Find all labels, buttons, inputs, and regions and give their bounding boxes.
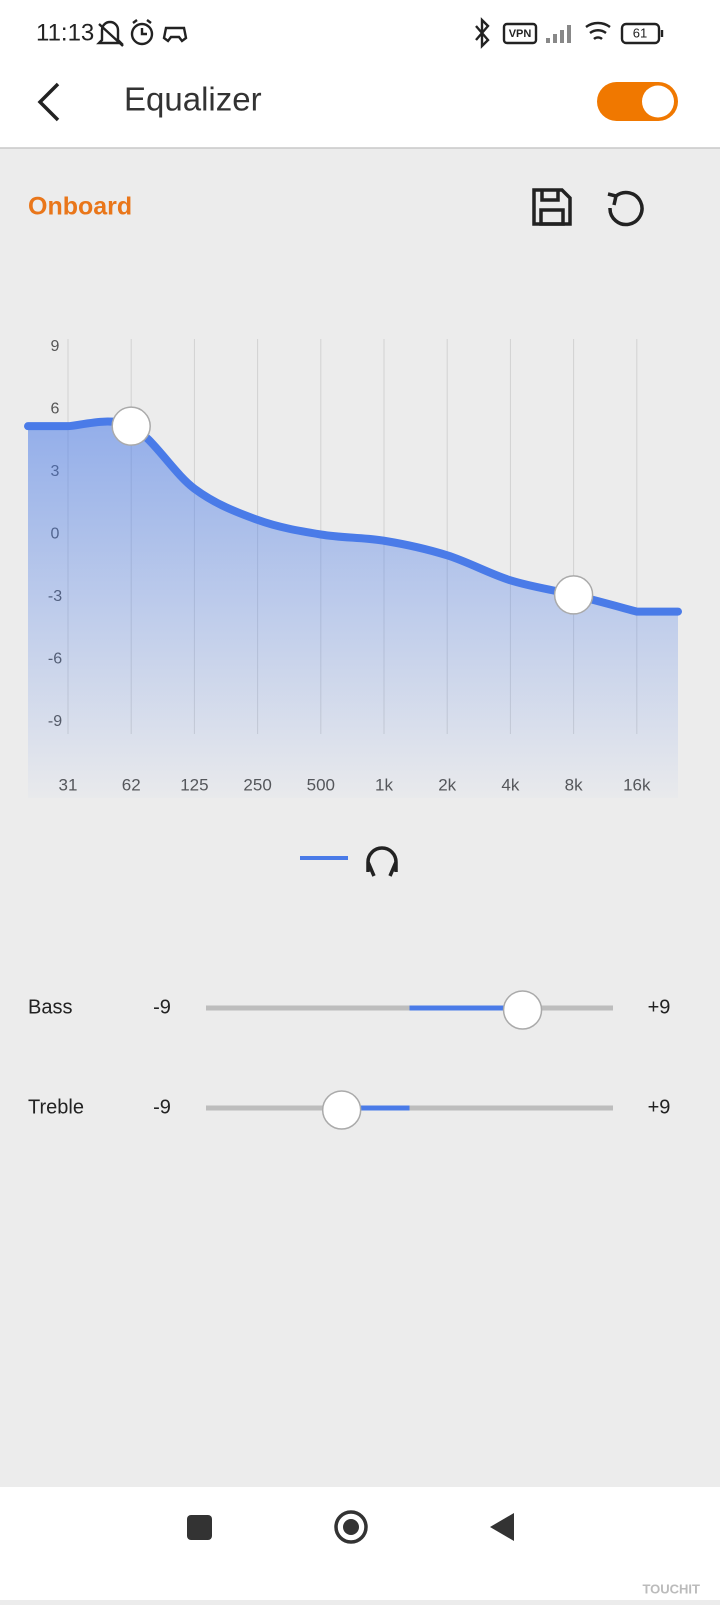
slider-min: -9 <box>153 996 171 1018</box>
nav-back[interactable] <box>490 1513 514 1541</box>
nav-home[interactable] <box>334 1510 368 1544</box>
back-button[interactable] <box>37 82 60 122</box>
slider-thumb[interactable] <box>502 990 543 1030</box>
eq-area <box>28 421 678 798</box>
watermark: TOUCHIT <box>642 1581 700 1596</box>
nav-recents[interactable] <box>187 1515 212 1540</box>
battery-level: 61 <box>633 25 647 40</box>
screen-title: Equalizer <box>124 81 262 118</box>
slider-min: -9 <box>153 1096 171 1118</box>
y-tick-label: 9 <box>51 338 60 355</box>
save-button[interactable] <box>532 188 572 226</box>
slider-max: +9 <box>648 1096 671 1118</box>
eq-handle[interactable] <box>111 406 151 446</box>
status-icons <box>96 17 664 49</box>
eq-handle[interactable] <box>553 575 594 615</box>
headphone-icon <box>366 846 398 877</box>
preset-label: Onboard <box>28 193 132 221</box>
eq-curve <box>24 417 682 616</box>
reset-button[interactable] <box>607 190 644 227</box>
vpn-label: VPN <box>509 28 532 40</box>
eq-toggle[interactable] <box>597 82 678 121</box>
y-tick-label: 6 <box>51 401 60 418</box>
toggle-knob <box>642 85 674 118</box>
nav-bar <box>0 1487 720 1600</box>
slider-label: Treble <box>28 1096 84 1118</box>
status-time: 11:13 <box>36 19 94 46</box>
slider-max: +9 <box>648 996 671 1018</box>
slider-thumb[interactable] <box>321 1090 362 1130</box>
header-bg <box>0 0 720 148</box>
signal-icon <box>546 25 571 43</box>
slider-label: Bass <box>28 996 72 1018</box>
